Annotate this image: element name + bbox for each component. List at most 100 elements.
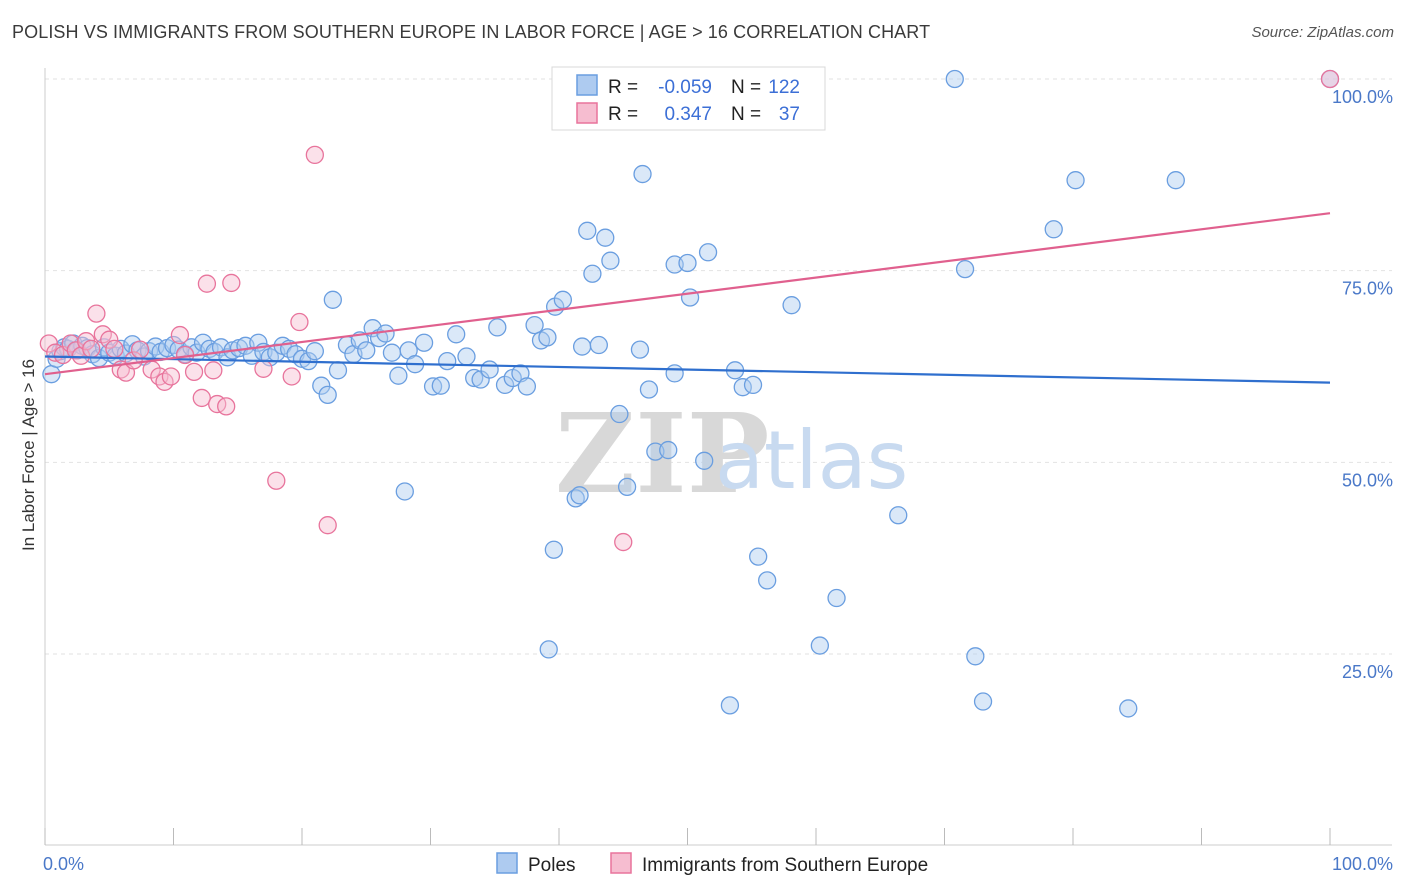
immigrants-points bbox=[39, 69, 1340, 552]
poles-point bbox=[447, 325, 466, 344]
poles-point bbox=[720, 696, 740, 715]
chart-title: POLISH VS IMMIGRANTS FROM SOUTHERN EUROP… bbox=[12, 22, 931, 42]
poles-point bbox=[146, 337, 165, 356]
poles-point bbox=[782, 296, 801, 315]
poles-point bbox=[539, 640, 558, 659]
immigrants-point bbox=[204, 361, 223, 380]
legend-swatch-immigrants bbox=[576, 102, 598, 124]
poles-point bbox=[678, 253, 697, 273]
legend: R = -0.059 N = 122 R = 0.347 N = 37 bbox=[551, 66, 826, 131]
legend-r-value-poles: -0.059 bbox=[658, 77, 712, 98]
poles-point bbox=[414, 333, 434, 352]
watermark: ZIP atlas bbox=[555, 389, 908, 518]
poles-point bbox=[1066, 171, 1085, 190]
immigrants-point bbox=[82, 339, 101, 359]
poles-point bbox=[431, 376, 450, 395]
immigrants-point bbox=[105, 339, 124, 359]
y-tick-label: 50.0% bbox=[1342, 470, 1393, 490]
immigrants-point bbox=[130, 340, 150, 359]
x-tick-label-max: 100.0% bbox=[1332, 854, 1393, 874]
poles-point bbox=[423, 377, 443, 396]
immigrants-point bbox=[197, 274, 217, 293]
immigrants-point bbox=[100, 330, 119, 349]
immigrants-point bbox=[87, 304, 106, 323]
trend-lines bbox=[44, 212, 1331, 384]
poles-point bbox=[749, 547, 768, 566]
immigrants-point bbox=[222, 273, 241, 293]
bottom-legend-swatch-poles bbox=[496, 852, 518, 874]
poles-point bbox=[583, 264, 602, 283]
legend-n-label: N = bbox=[731, 104, 761, 125]
poles-point bbox=[525, 315, 544, 335]
poles-point bbox=[544, 540, 564, 559]
poles-point bbox=[945, 69, 964, 89]
immigrants-point bbox=[267, 471, 286, 490]
immigrants-point bbox=[305, 145, 325, 165]
legend-n-label: N = bbox=[731, 77, 761, 98]
y-tick-label: 75.0% bbox=[1342, 279, 1393, 299]
poles-point bbox=[596, 228, 615, 247]
poles-point bbox=[305, 342, 325, 361]
legend-r-value-immigrants: 0.347 bbox=[664, 104, 712, 125]
y-tick-label: 100.0% bbox=[1332, 87, 1393, 107]
poles-point bbox=[318, 385, 337, 405]
poles-point bbox=[382, 343, 402, 362]
poles-point bbox=[610, 404, 629, 424]
poles-point bbox=[395, 482, 414, 501]
poles-point bbox=[389, 366, 408, 385]
poles-point bbox=[1119, 699, 1138, 718]
poles-point bbox=[480, 360, 499, 379]
immigrants-point bbox=[1320, 69, 1340, 89]
watermark-atlas: atlas bbox=[715, 414, 908, 507]
x-tick-label-min: 0.0% bbox=[43, 854, 84, 874]
poles-point bbox=[1044, 220, 1063, 239]
bottom-legend-label-poles: Poles bbox=[528, 855, 576, 876]
legend-r-label: R = bbox=[608, 77, 638, 98]
immigrants-point bbox=[318, 516, 337, 535]
poles-point bbox=[601, 251, 620, 270]
immigrants-point bbox=[290, 312, 309, 332]
poles-point bbox=[312, 376, 331, 395]
immigrants-point bbox=[39, 334, 59, 353]
poles-point bbox=[955, 259, 975, 279]
immigrants-point bbox=[282, 367, 301, 386]
axes bbox=[44, 68, 1392, 846]
poles-point bbox=[578, 221, 597, 240]
bottom-legend: Poles Immigrants from Southern Europe bbox=[496, 852, 928, 876]
watermark-zip: ZIP bbox=[555, 389, 769, 518]
poles-point bbox=[665, 364, 684, 383]
poles-point bbox=[438, 351, 457, 371]
poles-point bbox=[758, 571, 777, 590]
poles-point bbox=[810, 636, 830, 655]
poles-point bbox=[973, 692, 993, 711]
y-tick-labels: 25.0% 50.0% 75.0% 100.0% bbox=[1332, 87, 1393, 682]
legend-n-value-poles: 122 bbox=[768, 77, 800, 98]
poles-point bbox=[376, 324, 395, 343]
poles-point bbox=[488, 318, 507, 337]
immigrants-point bbox=[614, 532, 633, 552]
poles-point bbox=[457, 347, 476, 366]
legend-n-value-immigrants: 37 bbox=[779, 104, 800, 125]
immigrants-point bbox=[161, 367, 181, 386]
immigrants-point bbox=[217, 397, 236, 416]
poles-point bbox=[517, 377, 537, 396]
poles-point bbox=[659, 440, 678, 460]
poles-point bbox=[589, 335, 608, 355]
source-credit: Source: ZipAtlas.com bbox=[1251, 24, 1394, 41]
poles-point bbox=[743, 375, 763, 395]
immigrants-point bbox=[254, 359, 273, 378]
poles-point bbox=[465, 368, 484, 388]
legend-r-label: R = bbox=[608, 104, 638, 125]
legend-swatch-poles bbox=[576, 74, 598, 96]
poles-point bbox=[570, 486, 589, 505]
immigrants-point bbox=[170, 325, 190, 345]
poles-point bbox=[357, 341, 376, 360]
poles-point bbox=[695, 451, 714, 470]
immigrants-point bbox=[66, 341, 85, 360]
poles-point bbox=[966, 647, 985, 666]
poles-point bbox=[617, 477, 637, 497]
poles-point bbox=[572, 337, 592, 356]
y-axis-label: In Labor Force | Age > 16 bbox=[19, 359, 38, 551]
x-tick-labels: 0.0% 100.0% bbox=[43, 854, 1393, 874]
